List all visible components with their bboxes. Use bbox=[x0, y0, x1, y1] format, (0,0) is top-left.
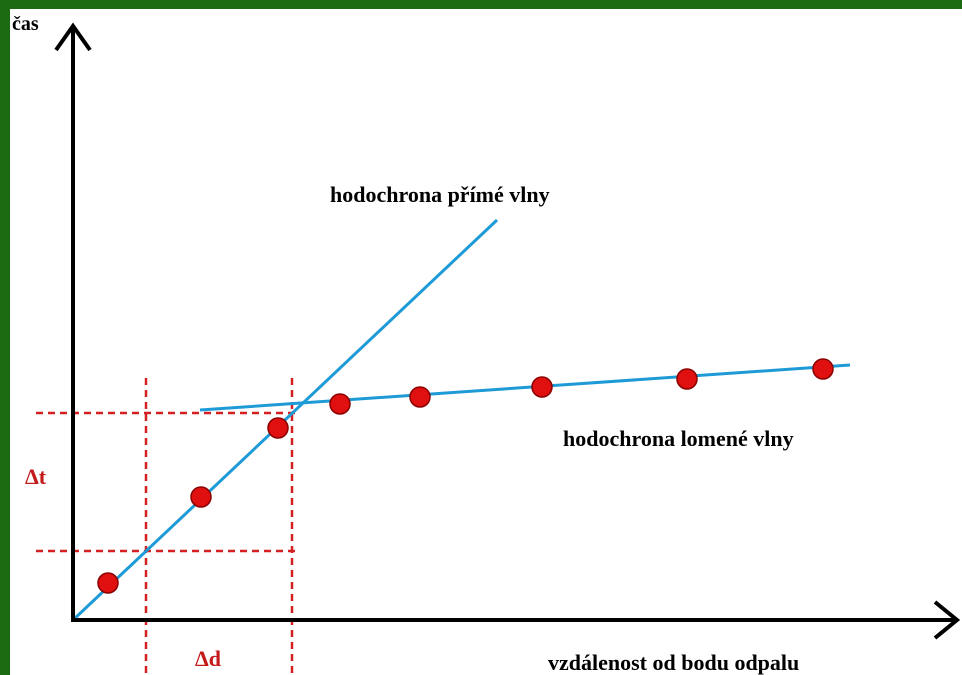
axes bbox=[54, 22, 961, 640]
delta-t-label: Δt bbox=[25, 464, 47, 489]
refracted-wave-label: hodochrona lomené vlny bbox=[563, 426, 794, 451]
x-axis-label: vzdálenost od bodu odpalu bbox=[548, 650, 799, 675]
refracted-wave-line bbox=[199, 363, 851, 412]
canvas bbox=[10, 9, 962, 675]
dashed-guides bbox=[36, 378, 300, 675]
direct-wave-label: hodochrona přímé vlny bbox=[330, 182, 550, 207]
y-axis-label: čas bbox=[12, 13, 39, 35]
data-points bbox=[97, 358, 834, 594]
delta-d-label: Δd bbox=[195, 646, 221, 671]
